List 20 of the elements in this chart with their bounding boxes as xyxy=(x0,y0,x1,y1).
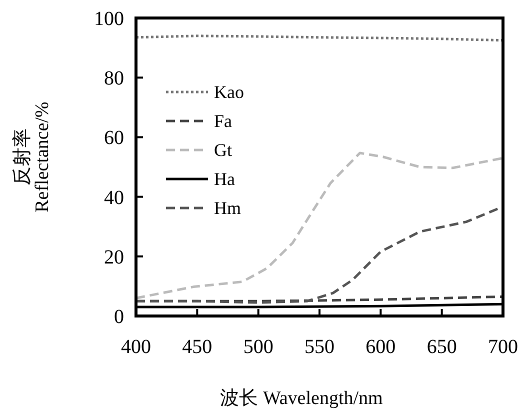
x-tick-label: 450 xyxy=(182,336,212,358)
y-tick-label: 40 xyxy=(104,186,124,209)
x-axis-title: 波长 Wavelength/nm xyxy=(220,388,384,409)
x-tick-label: 550 xyxy=(304,336,334,358)
legend-label: Hm xyxy=(214,198,241,218)
x-tick-label: 650 xyxy=(426,336,457,358)
x-tick-label: 600 xyxy=(366,336,396,358)
x-tick-label: 700 xyxy=(488,336,518,358)
x-tick-label: 500 xyxy=(243,336,274,358)
y-tick-label: 60 xyxy=(104,127,124,150)
y-tick-label: 80 xyxy=(104,68,124,90)
y-tick-label: 100 xyxy=(94,8,124,30)
x-tick-label: 400 xyxy=(121,336,151,358)
y-tick-label: 0 xyxy=(114,306,124,328)
legend-label: Fa xyxy=(214,111,232,131)
legend-label: Gt xyxy=(214,140,232,160)
y-axis-title: 反射率 Reflectance/% xyxy=(11,101,53,212)
y-tick-label: 20 xyxy=(104,246,124,268)
legend-label: Kao xyxy=(214,82,244,102)
legend-label: Ha xyxy=(214,169,235,189)
